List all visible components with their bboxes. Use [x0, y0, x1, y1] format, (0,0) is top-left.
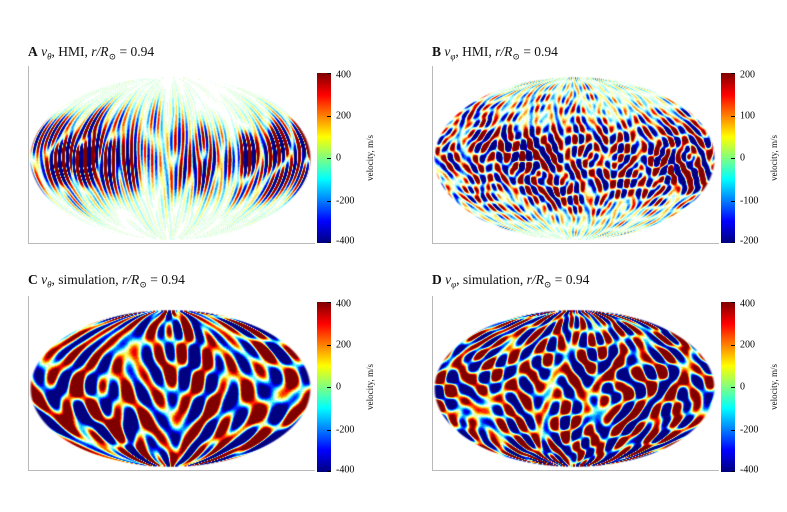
- colorbar-axis-label: velocity, m/s: [363, 73, 377, 243]
- colorbar-tick: [327, 73, 331, 74]
- velocity-subscript: θ: [47, 51, 52, 62]
- colorbar-axis-label-text: velocity, m/s: [365, 364, 375, 410]
- velocity-symbol: v: [441, 272, 452, 287]
- colorbar-tick-label: 0: [336, 152, 341, 164]
- colorbar-B: 200 100 0 -100 -200 velocity, m/s: [721, 69, 787, 247]
- colorbar-axis-label-text: velocity, m/s: [769, 135, 779, 181]
- radius-symbol: r/R: [495, 44, 513, 59]
- colorbar-tick-label: 400: [336, 69, 351, 81]
- axis-spine-bottom: [432, 470, 719, 471]
- title-source: , simulation,: [51, 272, 123, 287]
- colorbar-tick: [327, 242, 331, 243]
- panel-C: C vθ, simulation, r/R⊙ = 0.94 400 200 0 …: [28, 272, 398, 487]
- radius-symbol: r/R: [526, 272, 544, 287]
- panel-letter: B: [432, 44, 442, 59]
- colorbar-tick-label: 400: [336, 298, 351, 310]
- colorbar-tick-label: 0: [740, 152, 745, 164]
- colorbar-axis-label: velocity, m/s: [767, 73, 781, 243]
- velocity-symbol: v: [37, 44, 48, 59]
- sun-symbol: ⊙: [543, 279, 552, 290]
- velocity-subscript: φ: [450, 51, 456, 62]
- velocity-subscript: θ: [47, 279, 52, 290]
- colorbar-tick-label: 400: [740, 298, 755, 310]
- axis-spine-bottom: [432, 243, 719, 244]
- colorbar-tick: [731, 158, 735, 159]
- panel-A-title: A vθ, HMI, r/R⊙ = 0.94: [28, 44, 155, 62]
- colorbar-tick-label: 100: [740, 110, 755, 121]
- radius-symbol: r/R: [122, 272, 140, 287]
- radius-value: = 0.94: [519, 44, 558, 59]
- velocity-subscript: φ: [451, 279, 457, 290]
- colorbar-axis-label-text: velocity, m/s: [769, 364, 779, 410]
- radius-value: = 0.94: [146, 272, 185, 287]
- title-source: , HMI,: [51, 44, 92, 59]
- panel-B: B vφ, HMI, r/R⊙ = 0.94 200 100 0 -100 -2…: [432, 44, 787, 259]
- colorbar-tick: [731, 387, 735, 388]
- colorbar-A: 400 200 0 -200 -400 velocity, m/s: [317, 69, 389, 247]
- colorbar-tick-label: 200: [740, 69, 755, 81]
- panel-letter: A: [28, 44, 38, 59]
- colorbar-tick: [327, 302, 331, 303]
- radius-value: = 0.94: [551, 272, 590, 287]
- colorbar-axis-label-text: velocity, m/s: [365, 135, 375, 181]
- colorbar-tick: [731, 429, 735, 431]
- radius-value: = 0.94: [116, 44, 155, 59]
- colorbar-tick-label: -200: [336, 424, 355, 435]
- colorbar-tick: [731, 302, 735, 303]
- colorbar-tick-label: -400: [336, 464, 355, 476]
- colorbar-tick: [731, 200, 735, 202]
- panel-A: A vθ, HMI, r/R⊙ = 0.94 400 200 0 -200 -4…: [28, 44, 398, 259]
- velocity-map-A: [28, 75, 312, 241]
- colorbar-D: 400 200 0 -200 -400 velocity, m/s: [721, 298, 787, 476]
- colorbar-tick: [327, 387, 331, 388]
- colorbar-tick-label: 200: [740, 339, 755, 350]
- velocity-symbol: v: [441, 44, 451, 59]
- panel-B-title: B vφ, HMI, r/R⊙ = 0.94: [432, 44, 558, 62]
- axis-spine-bottom: [28, 243, 315, 244]
- sun-symbol: ⊙: [139, 279, 147, 290]
- colorbar-tick: [731, 242, 735, 243]
- sun-symbol: ⊙: [512, 51, 520, 62]
- colorbar-tick-label: -400: [336, 235, 355, 247]
- colorbar-C: 400 200 0 -200 -400 velocity, m/s: [317, 298, 389, 476]
- radius-symbol: r/R: [91, 44, 109, 59]
- colorbar-axis-label: velocity, m/s: [767, 302, 781, 472]
- colorbar-tick: [731, 344, 735, 346]
- colorbar-tick-label: -400: [740, 464, 759, 476]
- colorbar-tick-label: 0: [740, 381, 745, 393]
- colorbar-tick: [731, 471, 735, 472]
- colorbar-tick-label: 200: [336, 110, 351, 121]
- colorbar-tick-label: 0: [336, 381, 341, 393]
- colorbar-tick: [327, 158, 331, 159]
- colorbar-tick-label: -200: [740, 424, 759, 435]
- velocity-map-C: [28, 308, 312, 468]
- colorbar-tick-label: 200: [336, 339, 351, 350]
- colorbar-tick: [327, 471, 331, 472]
- colorbar-tick: [327, 115, 331, 117]
- panel-D: D vφ, simulation, r/R⊙ = 0.94 400 200 0 …: [432, 272, 787, 487]
- colorbar-tick: [327, 429, 331, 431]
- colorbar-tick-label: -200: [336, 195, 355, 206]
- sun-symbol: ⊙: [108, 51, 117, 62]
- colorbar-tick: [731, 73, 735, 74]
- velocity-map-B: [432, 75, 716, 241]
- colorbar-tick-label: -100: [740, 195, 759, 206]
- axis-spine-bottom: [28, 470, 315, 471]
- panel-letter: C: [28, 272, 38, 287]
- title-source: , HMI,: [455, 44, 496, 59]
- colorbar-tick: [327, 344, 331, 346]
- velocity-map-D: [432, 308, 716, 468]
- colorbar-tick: [731, 115, 735, 117]
- panel-C-title: C vθ, simulation, r/R⊙ = 0.94: [28, 272, 185, 290]
- colorbar-tick-label: -200: [740, 235, 759, 247]
- velocity-symbol: v: [37, 272, 48, 287]
- colorbar-axis-label: velocity, m/s: [363, 302, 377, 472]
- title-source: , simulation,: [456, 272, 527, 287]
- panel-D-title: D vφ, simulation, r/R⊙ = 0.94: [432, 272, 590, 290]
- colorbar-tick: [327, 200, 331, 202]
- panel-letter: D: [432, 272, 442, 287]
